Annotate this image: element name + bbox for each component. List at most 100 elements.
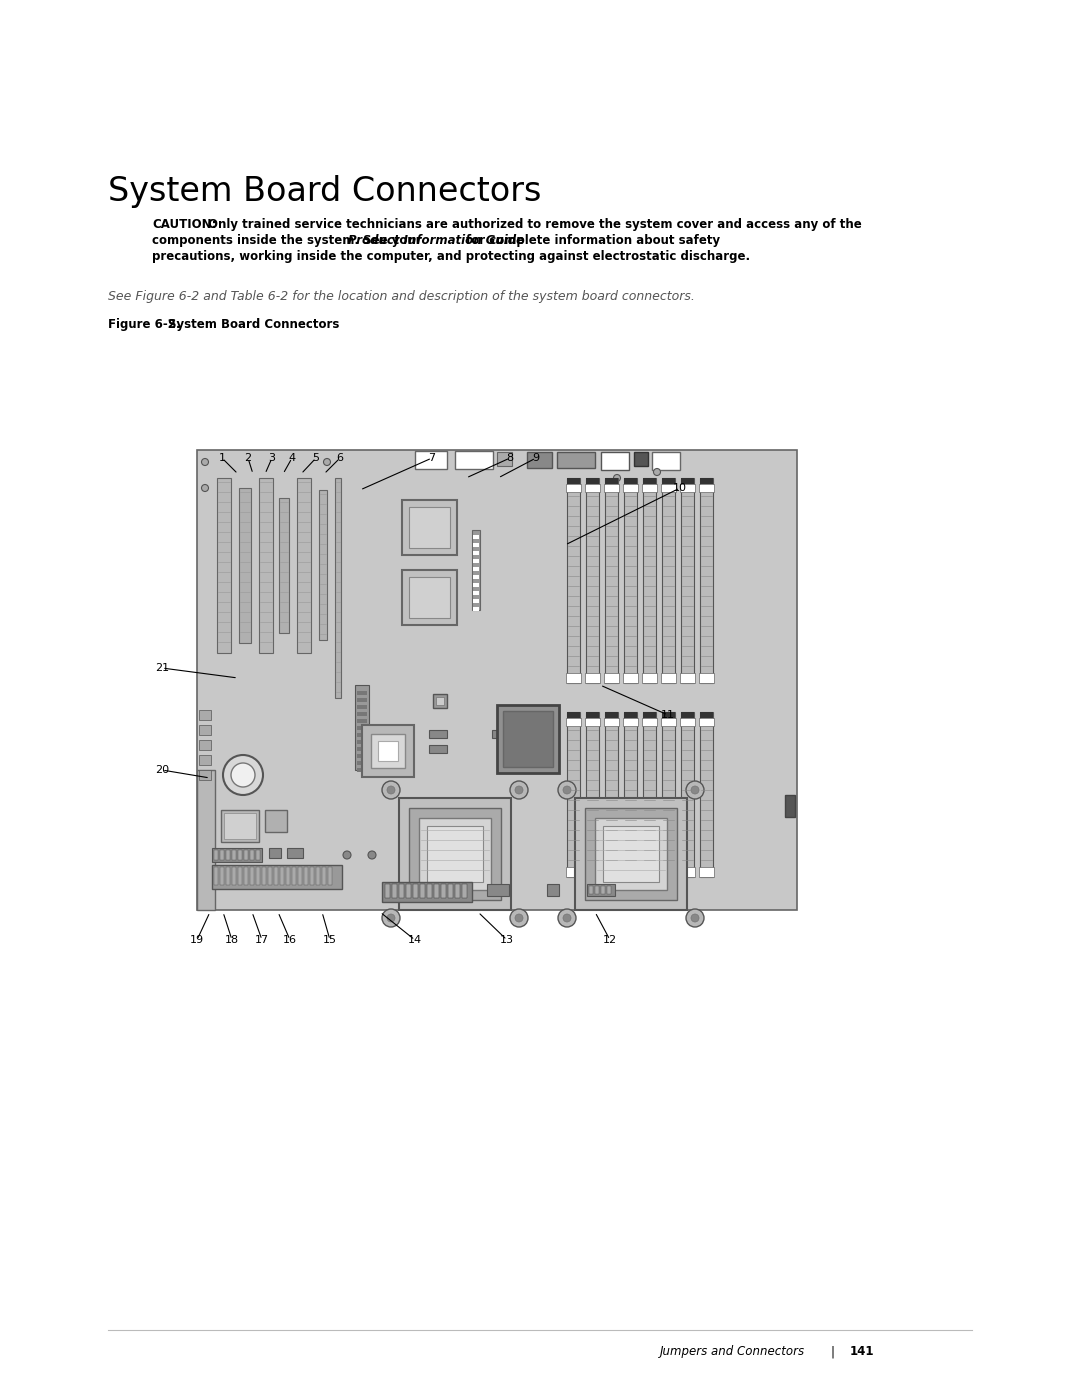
Bar [607,886,611,894]
Bar [642,673,657,683]
Bar [643,712,656,877]
Bar [473,559,480,563]
Bar [586,478,599,483]
Text: for complete information about safety: for complete information about safety [465,235,720,247]
Circle shape [324,458,330,465]
Bar [212,848,262,862]
Bar [575,798,687,909]
Bar [434,884,438,898]
Bar [473,567,480,571]
Circle shape [368,851,376,859]
Bar [455,451,492,469]
Bar [662,712,675,877]
Bar [199,710,211,719]
Bar [604,718,619,726]
Bar [497,705,559,773]
Bar [585,673,600,683]
Bar [297,478,311,652]
Bar [473,583,480,587]
Bar [362,725,414,777]
Bar [567,712,580,718]
Bar [681,712,694,877]
Bar [197,450,797,909]
Bar [448,884,453,898]
Bar [256,868,260,886]
Bar [232,868,237,886]
Bar [642,718,657,726]
Bar [239,488,251,643]
Text: CAUTION:: CAUTION: [152,218,216,231]
Bar [217,478,231,652]
Text: 4: 4 [288,453,296,462]
Circle shape [686,909,704,928]
Bar [427,884,432,898]
Bar [265,810,287,833]
Bar [586,478,599,683]
Text: 3: 3 [269,453,275,462]
Bar [409,807,501,900]
Circle shape [613,475,621,482]
Bar [661,868,676,877]
Circle shape [563,914,571,922]
Bar [238,849,242,861]
Bar [623,718,638,726]
Bar [409,577,450,617]
Bar [567,478,580,683]
Text: 6: 6 [337,453,343,462]
Bar [269,848,281,858]
Bar [473,591,480,595]
Bar [279,497,289,633]
Bar [624,712,637,718]
Bar [433,694,447,708]
Bar [298,868,302,886]
Bar [382,882,472,902]
Bar [643,478,656,483]
Circle shape [387,787,395,793]
Bar [199,770,211,780]
Bar [680,483,696,492]
Bar [224,813,256,840]
Bar [280,868,284,886]
Bar [623,483,638,492]
Bar [357,768,367,773]
Circle shape [515,914,523,922]
Bar [316,868,320,886]
Bar [546,884,559,895]
Bar [652,453,680,469]
Bar [212,865,342,888]
Text: 5: 5 [312,453,320,462]
Bar [623,673,638,683]
Bar [462,884,467,898]
Bar [492,731,510,738]
Circle shape [387,914,395,922]
Circle shape [558,781,576,799]
Bar [220,849,224,861]
Bar [681,478,694,683]
Bar [399,798,511,909]
Circle shape [382,781,400,799]
Bar [623,868,638,877]
Bar [585,483,600,492]
Bar [680,673,696,683]
Bar [700,478,713,483]
Bar [319,490,327,640]
Bar [199,725,211,735]
Bar [409,507,450,548]
Bar [214,849,218,861]
Text: |: | [831,1345,834,1358]
Text: 11: 11 [661,710,675,719]
Bar [624,712,637,877]
Bar [700,712,713,718]
Circle shape [510,909,528,928]
Bar [700,478,713,683]
Bar [238,868,242,886]
Circle shape [202,485,208,492]
Bar [604,868,619,877]
Bar [586,712,599,877]
Text: 10: 10 [673,483,687,493]
Text: 18: 18 [225,935,239,944]
Bar [642,483,657,492]
Bar [244,849,248,861]
Bar [473,543,480,548]
Bar [357,719,367,724]
